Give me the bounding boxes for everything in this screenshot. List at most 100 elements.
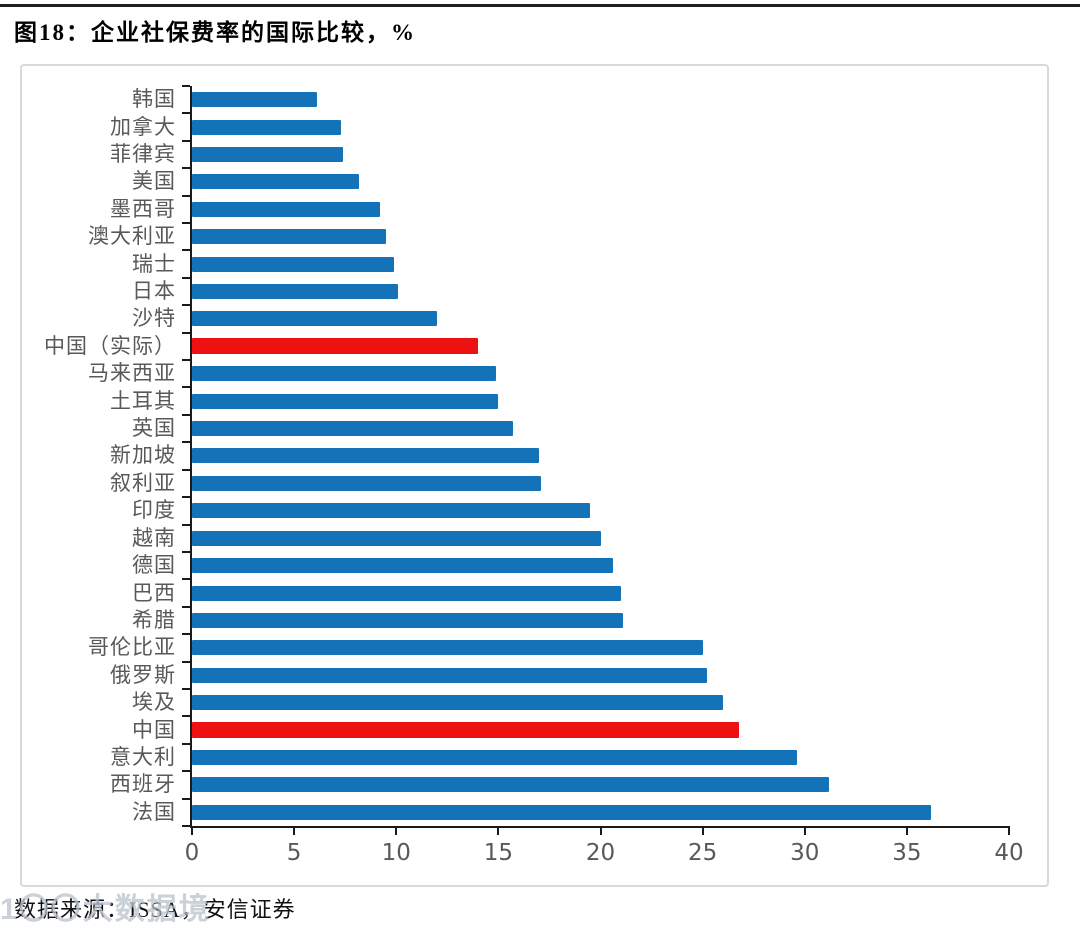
x-axis-tick (803, 826, 806, 835)
category-label: 中国（实际） (44, 333, 176, 358)
x-axis-tick (293, 826, 296, 835)
bar-row: 希腊 (132, 607, 1009, 634)
bar-row: 土耳其 (110, 387, 1009, 414)
y-axis-tick (182, 715, 190, 718)
bar-row: 中国（实际） (44, 333, 1009, 360)
bar (192, 530, 601, 546)
x-axis-tick-label: 10 (381, 840, 411, 866)
category-label: 西班牙 (110, 772, 176, 797)
y-axis-tick (182, 85, 190, 87)
y-axis-tick (182, 139, 190, 142)
y-axis-tick (182, 496, 190, 499)
category-label: 日本 (132, 279, 176, 304)
bar (192, 722, 740, 739)
category-label: 希腊 (132, 607, 176, 632)
category-label: 俄罗斯 (110, 662, 176, 687)
bar-row: 意大利 (110, 744, 1009, 771)
category-label: 加拿大 (110, 114, 176, 139)
bar (192, 695, 724, 711)
bar-row: 菲律宾 (110, 141, 1009, 168)
x-axis-tick-label: 25 (687, 840, 718, 866)
category-label: 越南 (132, 525, 176, 550)
bar (192, 119, 342, 135)
x-axis-tick-label: 15 (483, 840, 514, 866)
data-source: 数据来源：ISSA，安信证券 (14, 897, 296, 922)
bar (192, 749, 797, 765)
bar (192, 338, 478, 355)
bar (192, 503, 591, 519)
bar-row: 墨西哥 (110, 196, 1009, 223)
bar-row: 俄罗斯 (110, 662, 1009, 689)
category-label: 澳大利亚 (88, 224, 176, 249)
bar (192, 640, 703, 656)
bar (192, 667, 707, 683)
bar-row: 加拿大 (110, 113, 1009, 140)
bar-row: 中国 (132, 716, 1009, 743)
category-label: 中国 (132, 717, 176, 742)
bar-row: 英国 (132, 415, 1009, 442)
y-axis-tick (182, 468, 190, 471)
bar (192, 147, 344, 163)
x-axis-tick (191, 826, 193, 835)
category-label: 法国 (132, 799, 176, 824)
bar (192, 366, 497, 382)
bar-row: 日本 (132, 278, 1009, 305)
bar-row: 澳大利亚 (88, 223, 1009, 250)
bar-row: 美国 (132, 168, 1009, 195)
watermark: 1〇〇大数据境 (0, 893, 211, 925)
x-axis-tick-label: 40 (994, 840, 1024, 866)
figure-title: 图18：企业社保费率的国际比较，% (14, 20, 416, 45)
y-axis-tick (182, 825, 190, 827)
y-axis-tick (182, 578, 190, 581)
bar-row: 哥伦比亚 (88, 634, 1009, 661)
y-axis-tick (182, 550, 190, 553)
bar-row: 埃及 (132, 689, 1009, 716)
bar-row: 德国 (132, 552, 1009, 579)
bar (192, 256, 395, 272)
bar (192, 448, 540, 464)
x-axis-tick-label: 0 (184, 840, 200, 866)
bar-row: 韩国 (132, 86, 1009, 113)
y-axis-tick (182, 797, 190, 800)
category-label: 马来西亚 (88, 361, 176, 386)
bar (192, 612, 623, 628)
bar-row: 马来西亚 (88, 360, 1009, 387)
bar (192, 201, 380, 217)
bar-row: 新加坡 (110, 442, 1009, 469)
category-label: 埃及 (132, 690, 176, 715)
x-axis-tick-label: 35 (892, 840, 922, 866)
y-axis-tick (182, 441, 190, 444)
bar (192, 777, 830, 793)
y-axis-tick (182, 249, 190, 252)
bar (192, 92, 317, 108)
bar (192, 421, 513, 437)
y-axis-tick (182, 742, 190, 745)
category-label: 韩国 (132, 87, 176, 112)
bar-row: 越南 (132, 525, 1009, 552)
x-axis-tick (701, 826, 704, 835)
x-axis-tick (395, 826, 398, 835)
plot-area: 韩国 加拿大 菲律宾 美国 墨西哥 澳大利亚 瑞士 日本 沙特 中国（实际） 马来西亚 土耳其英国 新加… (44, 85, 1024, 866)
bar-row: 印度 (132, 497, 1009, 524)
bar-row: 瑞士 (132, 250, 1009, 277)
bar (192, 558, 613, 574)
bar-row: 西班牙 (110, 771, 1009, 798)
y-axis-tick (182, 359, 190, 362)
x-axis-tick (497, 826, 500, 835)
bar (192, 311, 438, 327)
category-label: 英国 (132, 416, 176, 441)
x-axis-tick-label: 5 (286, 840, 302, 866)
category-label: 土耳其 (110, 388, 176, 413)
bar (192, 585, 621, 601)
category-label: 沙特 (132, 306, 176, 331)
category-label: 叙利亚 (110, 470, 176, 495)
bar-row: 法国 (132, 799, 1009, 826)
bar (192, 393, 499, 409)
bar (192, 284, 399, 300)
category-label: 巴西 (132, 580, 176, 605)
x-axis-tick (1008, 826, 1010, 835)
bar-row: 叙利亚 (110, 470, 1009, 497)
category-label: 新加坡 (110, 443, 176, 468)
y-axis-tick (182, 660, 190, 663)
